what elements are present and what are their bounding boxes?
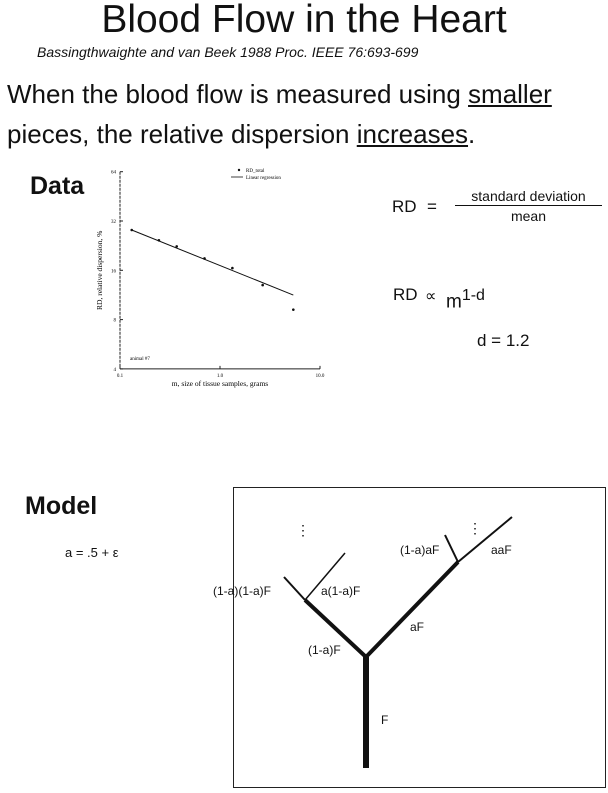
- slide-title: Blood Flow in the Heart: [101, 0, 507, 41]
- data-point: [157, 238, 161, 242]
- y-axis-label: RD, relative dispersion, %: [95, 231, 104, 310]
- data-point: [261, 283, 264, 287]
- y-tick-label: 32: [111, 220, 117, 225]
- label-a-1-a-F: a(1-a)F: [321, 584, 361, 598]
- animal-annotation: animal #7: [130, 357, 150, 362]
- statement-period: .: [468, 119, 476, 149]
- data-heading: Data: [30, 172, 85, 200]
- emphasis-increases: increases: [356, 119, 469, 149]
- label-1-a-F: (1-a)F: [308, 643, 341, 657]
- data-point: [203, 257, 206, 260]
- rd-label-2: RD: [393, 285, 418, 304]
- statement-text: When the blood flow is measured using: [7, 79, 469, 109]
- label-F: F: [381, 713, 389, 727]
- statement-line-2: pieces, the relative dispersion increase…: [7, 119, 475, 150]
- left-right-branch: [304, 552, 346, 601]
- right-right-branch: [457, 516, 513, 563]
- exponent: 1-d: [461, 287, 485, 304]
- m-variable: m1-d: [446, 287, 485, 313]
- label-1-a-aF: (1-a)aF: [400, 543, 440, 557]
- legend-label-points: RD_total: [246, 169, 265, 174]
- model-heading: Model: [25, 492, 98, 520]
- citation: Bassingthwaighte and van Beek 1988 Proc.…: [37, 44, 419, 60]
- y-tick-label: 64: [111, 171, 117, 176]
- x-tick-label: 0.1: [117, 374, 124, 379]
- statement-text: pieces, the relative dispersion: [7, 119, 357, 149]
- fraction-denominator: mean: [510, 208, 547, 224]
- right-left-branch: [444, 534, 459, 563]
- label-aaF: aaF: [491, 543, 512, 557]
- data-point: [231, 266, 234, 270]
- proportional-symbol: ∝: [425, 288, 437, 305]
- x-tick-label: 10.0: [316, 374, 325, 379]
- d-value: d = 1.2: [477, 331, 530, 350]
- data-point: [175, 245, 179, 248]
- legend-marker-points: [237, 168, 241, 172]
- legend-label-line: Linear regression: [246, 176, 281, 181]
- rd-label: RD: [392, 197, 417, 216]
- right-branch: [364, 560, 460, 659]
- m-text: m: [446, 291, 462, 313]
- statement-line-1: When the blood flow is measured using sm…: [7, 79, 552, 110]
- label-1-a-1-a-F: (1-a)(1-a)F: [213, 584, 272, 598]
- x-tick-label: 1.0: [217, 374, 224, 379]
- emphasis-smaller: smaller: [468, 79, 552, 109]
- chart: 4 8 16 32 64 0.1 1.0 10.0 m, size of tissue samp…: [95, 168, 325, 388]
- equals-sign: =: [427, 197, 437, 216]
- fraction-numerator: standard deviation: [455, 188, 602, 206]
- a-definition: a = .5 + ε: [65, 545, 119, 560]
- y-tick-label: 16: [111, 269, 117, 274]
- ellipsis-left: ⋮: [296, 522, 310, 538]
- y-tick-label: 4: [114, 368, 117, 373]
- left-left-branch: [283, 576, 306, 601]
- data-point: [130, 228, 134, 232]
- data-point: [292, 308, 295, 311]
- ellipsis-right: ⋮: [468, 520, 482, 536]
- label-aF: aF: [410, 620, 425, 634]
- y-tick-label: 8: [114, 319, 117, 324]
- x-axis-label: m, size of tissue samples, grams: [172, 379, 269, 388]
- model-diagram-frame: [233, 487, 606, 788]
- left-branch: [303, 598, 368, 659]
